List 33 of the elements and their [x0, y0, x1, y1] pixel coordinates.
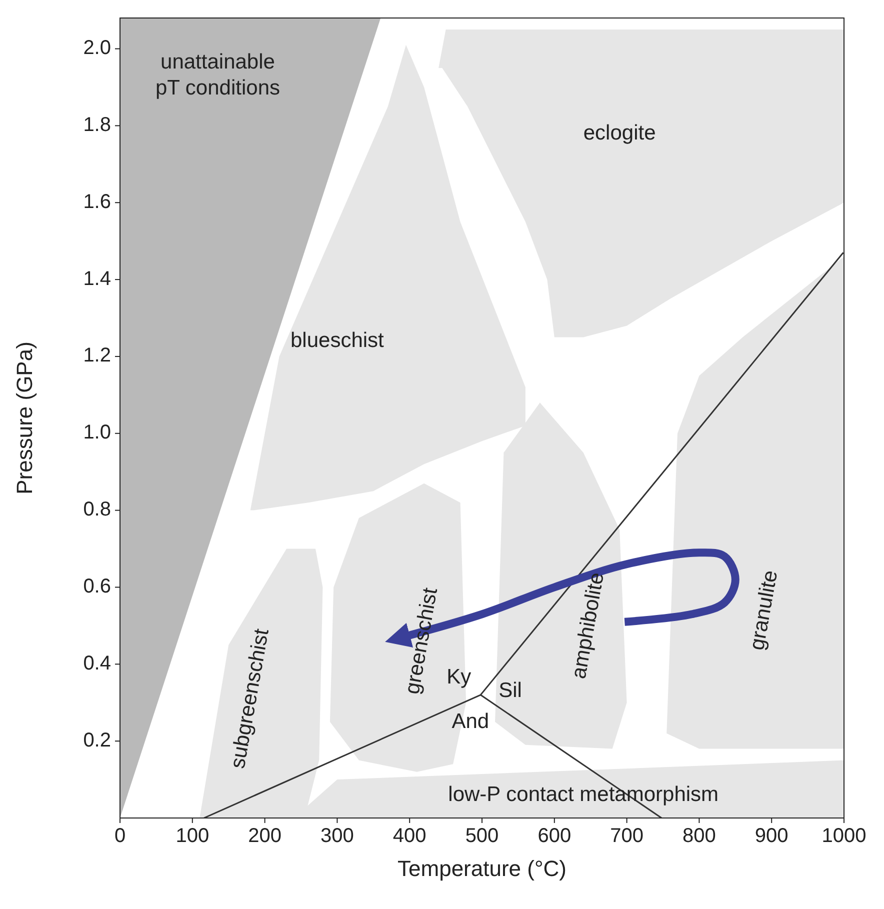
annotation: amphibolite [566, 570, 608, 680]
annotation: greenschist [400, 586, 442, 696]
annotation: blueschist [290, 328, 384, 352]
x-tick-label: 100 [176, 825, 210, 847]
y-tick-label: 1.6 [83, 190, 111, 213]
annotation: Sil [498, 678, 522, 702]
x-tick-label: 400 [392, 825, 426, 847]
annotation: eclogite [583, 120, 656, 144]
y-tick-label: 0.2 [83, 729, 111, 752]
y-tick-label: 0.4 [83, 652, 111, 674]
x-tick-label: 600 [538, 825, 572, 847]
x-axis-title: Temperature (°C) [398, 856, 566, 881]
annotation: granulite [745, 568, 782, 652]
x-tick-label: 200 [248, 825, 282, 847]
y-tick-label: 1.0 [83, 422, 111, 444]
annotation: unattainable pT conditions [155, 50, 280, 100]
y-tick-label: 0.6 [83, 576, 111, 598]
y-tick-label: 1.2 [83, 344, 111, 367]
x-tick-label: 500 [465, 825, 499, 847]
y-tick-label: 2.0 [83, 37, 111, 60]
y-tick-label: 1.8 [83, 114, 111, 136]
annotation: subgreenschist [226, 626, 273, 770]
x-tick-label: 1000 [822, 825, 866, 847]
x-tick-label: 800 [682, 825, 716, 847]
x-tick-label: 700 [610, 825, 644, 847]
annotation: And [452, 709, 490, 732]
y-tick-label: 1.4 [83, 268, 111, 290]
x-tick-label: 0 [114, 825, 126, 847]
x-tick-label: 300 [320, 825, 354, 847]
annotation: Ky [446, 665, 472, 688]
y-axis-title: Pressure (GPa) [12, 342, 37, 494]
y-tick-label: 0.8 [83, 498, 111, 521]
x-tick-label: 900 [754, 825, 788, 847]
